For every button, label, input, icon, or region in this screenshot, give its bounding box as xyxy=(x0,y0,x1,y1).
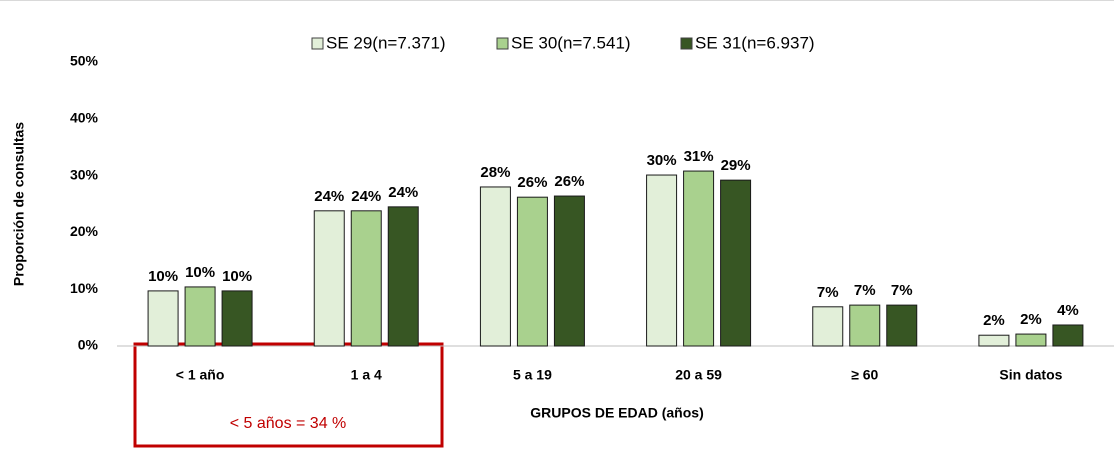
x-tick-label: 5 a 19 xyxy=(513,367,552,383)
legend-swatch xyxy=(496,37,509,50)
y-tick-label: 50% xyxy=(70,53,99,69)
x-tick-label: Sin datos xyxy=(999,367,1062,383)
value-label: 28% xyxy=(480,164,510,181)
value-label: 2% xyxy=(1020,311,1042,328)
x-tick-label: 1 a 4 xyxy=(351,367,382,383)
bar xyxy=(313,210,345,347)
bar xyxy=(387,206,419,347)
bar xyxy=(350,210,382,347)
y-axis-title: Proporción de consultas xyxy=(11,122,27,286)
y-tick-label: 10% xyxy=(70,280,99,296)
value-label: 30% xyxy=(647,152,677,169)
annotation: < 5 años = 34 % xyxy=(230,415,347,432)
bar xyxy=(720,179,752,347)
y-tick-label: 20% xyxy=(70,223,99,239)
x-tick-label: ≥ 60 xyxy=(851,367,878,383)
value-label: 24% xyxy=(351,188,381,205)
value-label: 24% xyxy=(314,188,344,205)
legend-swatch xyxy=(311,37,324,50)
x-axis-title: GRUPOS DE EDAD (años) xyxy=(530,405,703,421)
bar xyxy=(886,304,918,347)
x-tick-label: < 1 año xyxy=(176,367,225,383)
bar xyxy=(978,334,1010,347)
legend-label: SE 30(n=7.541) xyxy=(511,33,631,52)
value-label: 7% xyxy=(891,282,913,299)
bar xyxy=(1015,333,1047,347)
bar xyxy=(683,170,715,347)
legend-label: SE 29(n=7.371) xyxy=(326,33,446,52)
value-label: 10% xyxy=(222,268,252,285)
value-label: 10% xyxy=(185,264,215,281)
value-label: 31% xyxy=(684,148,714,165)
bar xyxy=(553,195,585,347)
bar xyxy=(479,186,511,347)
bar xyxy=(646,174,678,347)
bar xyxy=(849,304,881,347)
y-tick-label: 30% xyxy=(70,166,99,182)
bar xyxy=(184,286,216,347)
bar xyxy=(1052,324,1084,347)
x-tick-label: 20 a 59 xyxy=(675,367,722,383)
value-label: 26% xyxy=(554,173,584,190)
value-label: 24% xyxy=(388,184,418,201)
bar xyxy=(147,290,179,347)
legend-label: SE 31(n=6.937) xyxy=(695,33,815,52)
value-label: 10% xyxy=(148,268,178,285)
value-label: 7% xyxy=(817,284,839,301)
bar xyxy=(221,290,253,347)
annotation-box xyxy=(133,342,444,448)
legend-swatch xyxy=(680,37,693,50)
value-label: 4% xyxy=(1057,302,1079,319)
value-label: 2% xyxy=(983,312,1005,329)
y-tick-label: 40% xyxy=(70,110,99,126)
bar xyxy=(516,196,548,347)
y-tick-label: 0% xyxy=(78,337,99,353)
value-label: 29% xyxy=(721,157,751,174)
bar xyxy=(812,306,844,347)
value-label: 26% xyxy=(517,174,547,191)
value-label: 7% xyxy=(854,282,876,299)
